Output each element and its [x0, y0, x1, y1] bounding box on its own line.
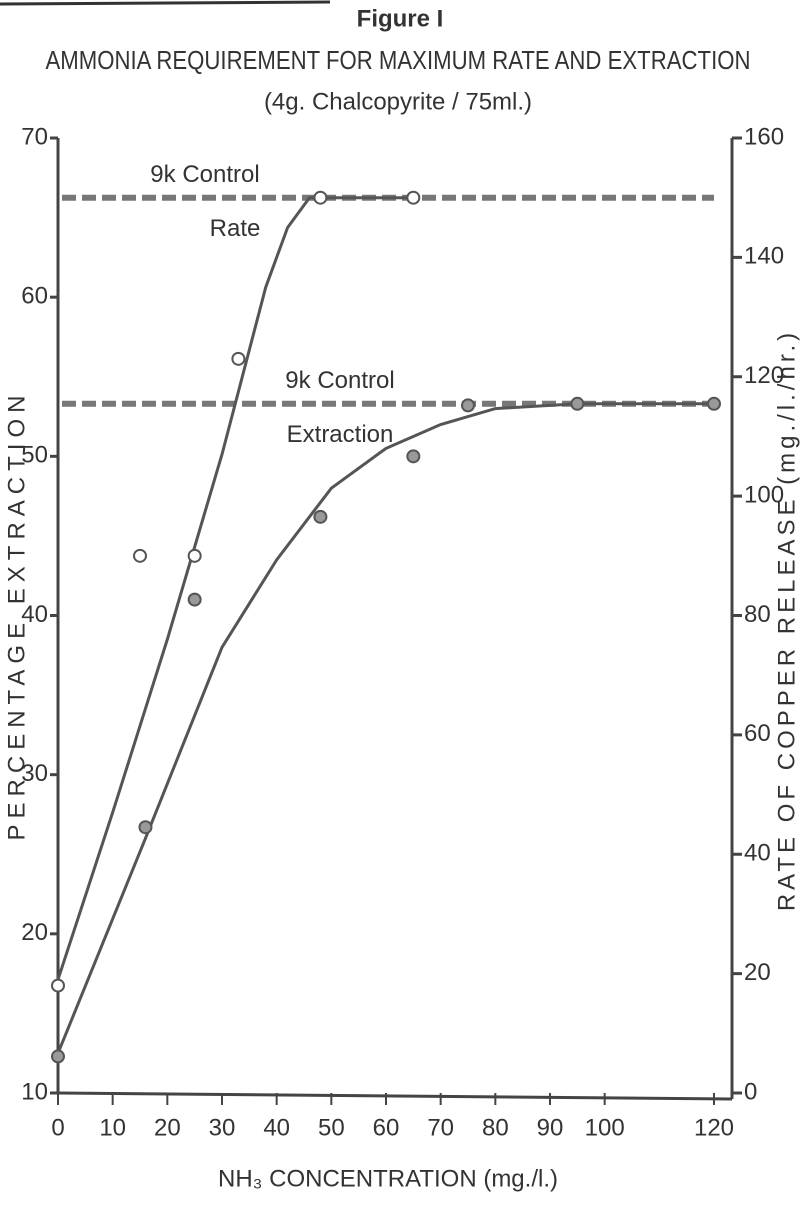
x-tick-label: 60: [373, 1114, 400, 1141]
y2-tick-label: 40: [744, 840, 771, 867]
x-tick-label: 20: [154, 1114, 181, 1141]
scan-edge: [0, 0, 331, 6]
y2-tick-label: 140: [744, 243, 784, 270]
x-tick-label: 120: [694, 1114, 734, 1141]
y2-tick-label: 0: [744, 1078, 757, 1105]
x-tick-label: 10: [99, 1114, 126, 1141]
y2-axis-label: RATE OF COPPER RELEASE (mg./l./hr.): [773, 329, 800, 911]
y-tick-label: 20: [21, 919, 48, 946]
control-label: Rate: [210, 215, 261, 242]
data-point: [187, 592, 202, 607]
x-tick-label: 50: [318, 1114, 345, 1141]
x-tick-label: 40: [263, 1114, 290, 1141]
y2-tick-label: 80: [744, 601, 771, 628]
chart-title: AMMONIA REQUIREMENT FOR MAXIMUM RATE AND…: [46, 45, 751, 75]
control-label: 9k Control: [285, 367, 394, 394]
data-point: [406, 190, 421, 205]
y2-tick-label: 20: [744, 959, 771, 986]
data-point: [313, 509, 328, 524]
x-tick-label: 80: [482, 1114, 509, 1141]
data-point: [187, 548, 202, 563]
y-tick-label: 50: [21, 442, 48, 469]
data-point: [138, 820, 153, 835]
data-point: [461, 398, 475, 413]
x-axis-label: NH₃ CONCENTRATION (mg./l.): [218, 1165, 558, 1192]
data-point: [51, 978, 65, 993]
x-axis: [57, 1091, 733, 1101]
y-tick-label: 60: [21, 283, 48, 310]
control-label: Extraction: [287, 421, 394, 448]
y-tick-label: 30: [21, 760, 48, 787]
data-point: [51, 1049, 65, 1064]
data-point: [406, 449, 421, 464]
x-tick-label: 30: [209, 1114, 236, 1141]
y2-tick-label: 60: [744, 720, 771, 747]
data-point: [707, 396, 721, 411]
y2-tick-label: 120: [744, 362, 784, 389]
data-point: [231, 351, 246, 366]
data-point: [133, 548, 147, 563]
x-tick-label: 0: [51, 1114, 64, 1141]
x-tick-label: 100: [585, 1114, 625, 1141]
y-tick-label: 10: [21, 1078, 48, 1105]
x-tick-label: 70: [427, 1114, 454, 1141]
y-axis-label: PERCENTAGE EXTRACTION: [3, 390, 30, 841]
y-tick-label: 40: [21, 601, 48, 628]
fit-curve: [56, 402, 714, 1054]
x-tick-label: 90: [537, 1114, 564, 1141]
data-point: [313, 190, 328, 205]
fit-curve: [56, 196, 414, 981]
chart-subtitle: (4g. Chalcopyrite / 75ml.): [264, 88, 532, 115]
y2-tick-label: 160: [744, 123, 784, 150]
figure-label: Figure I: [357, 5, 444, 32]
y2-tick-label: 100: [744, 481, 784, 508]
data-point: [570, 396, 585, 411]
y-tick-label: 70: [21, 123, 48, 150]
control-label: 9k Control: [150, 161, 259, 188]
